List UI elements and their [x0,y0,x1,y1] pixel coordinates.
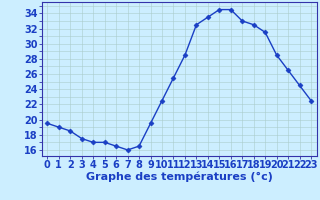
X-axis label: Graphe des températures (°c): Graphe des températures (°c) [86,172,273,182]
